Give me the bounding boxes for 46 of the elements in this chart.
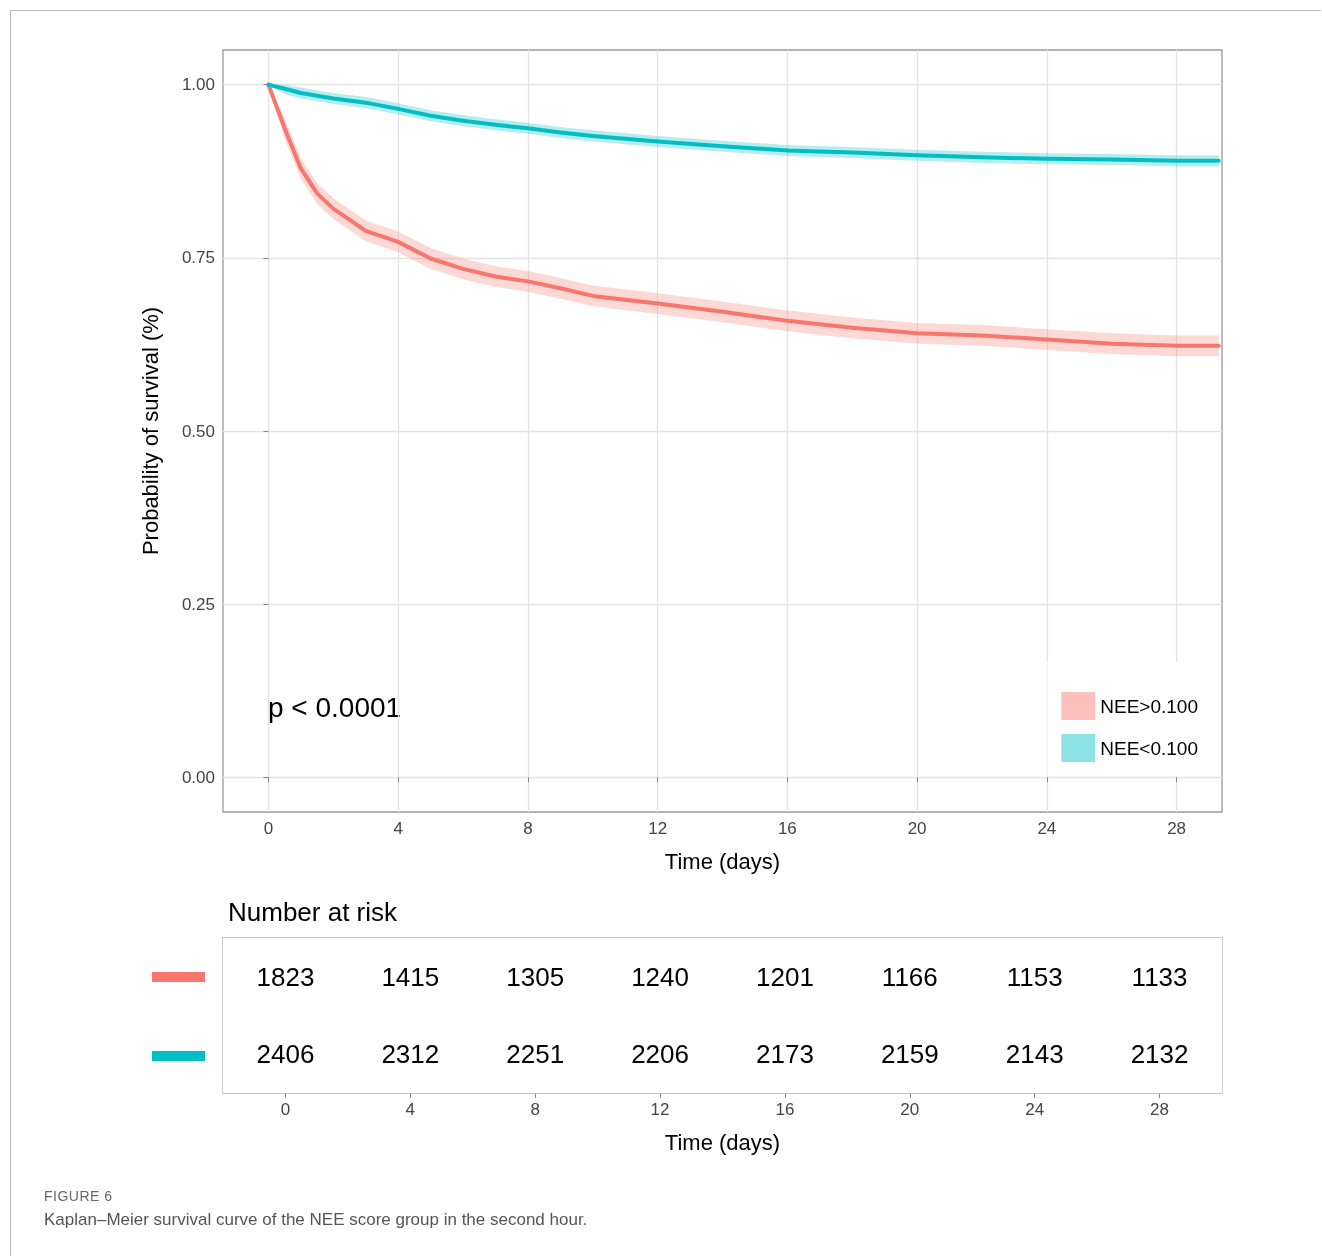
data-label: 2173 [756,1039,814,1070]
data-label: 2159 [880,1039,939,1070]
data-label: 2143 [1005,1039,1064,1070]
x-tick-label: 28 [1150,1100,1170,1119]
x-tick-label: 24 [1037,819,1057,838]
x-axis-title: Time (days) [664,1129,781,1155]
x-tick-label: 20 [907,819,927,838]
y-axis-title: Probability of survival (%) [137,306,163,556]
x-tick-label: 12 [648,819,668,838]
x-tick-label: 16 [777,819,797,838]
x-tick-label: 4 [393,819,403,838]
x-tick-label: 8 [523,819,533,838]
x-tick-label: 28 [1167,819,1187,838]
data-label: 1201 [756,961,814,992]
x-axis-title: Time (days) [664,848,781,874]
y-tick-label: 1.00 [181,75,215,95]
data-label: 2206 [631,1039,689,1070]
x-tick-label: 4 [405,1100,416,1119]
x-tick-label: 8 [530,1100,540,1119]
y-tick-label: 0.00 [181,767,215,787]
data-label: 1415 [381,961,440,992]
x-tick-label: 20 [900,1100,920,1119]
data-label: 1240 [631,961,689,992]
y-tick-label: 0.50 [181,421,215,441]
data-label: 1166 [881,961,938,992]
x-tick-label: 12 [650,1100,670,1119]
x-tick-label: 0 [263,819,274,838]
data-label: 2312 [381,1039,440,1070]
legend-label: NEE>0.100 [1100,695,1199,717]
x-tick-label: 16 [775,1100,795,1119]
caption: FIGURE 6 [44,1188,114,1204]
data-label: 1153 [1006,961,1063,992]
data-label: 2132 [1130,1039,1189,1070]
y-tick-label: 0.75 [181,248,215,268]
x-tick-label: 0 [280,1100,291,1119]
data-label: 2251 [506,1039,565,1070]
x-tick-label: 24 [1025,1100,1045,1119]
annotation: p < 0.0001 [268,691,402,723]
legend-label: NEE<0.100 [1100,737,1199,759]
text: Kaplan–Meier survival curve of the NEE score group in the second hour. [44,1210,589,1230]
chart-title: Number at risk [228,897,399,927]
data-label: 1133 [1131,961,1188,992]
data-label: 1823 [256,961,315,992]
data-label: 2406 [256,1039,315,1070]
data-label: 1305 [506,961,565,992]
y-tick-label: 0.25 [181,594,215,614]
